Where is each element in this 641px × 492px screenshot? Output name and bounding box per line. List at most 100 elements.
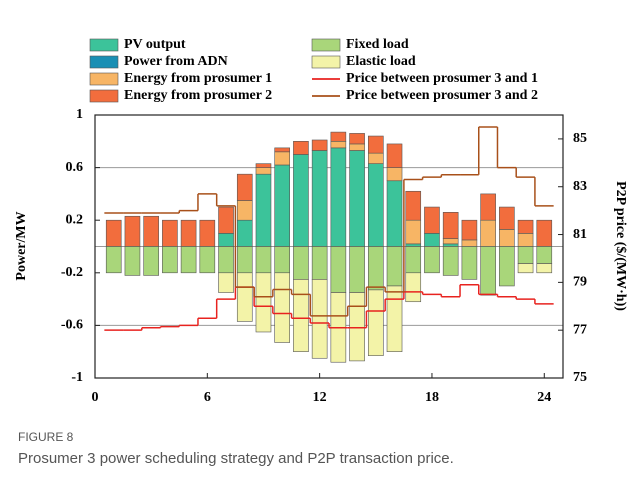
- bar-segment: [517, 246, 534, 264]
- bar-segment: [517, 233, 534, 247]
- bar-segment: [274, 246, 291, 274]
- bar-segment: [311, 279, 328, 359]
- y-tick-label: 1: [76, 107, 83, 122]
- bar-segment: [480, 246, 496, 296]
- bar-segment: [124, 246, 141, 276]
- x-tick-label: 0: [92, 390, 99, 405]
- bar-segment: [536, 219, 553, 247]
- bar-segment: [330, 141, 347, 149]
- bar-segment: [386, 143, 403, 168]
- bar-segment: [499, 206, 515, 230]
- bar-segment: [330, 147, 347, 247]
- bar-segment: [386, 246, 403, 287]
- bar-segment: [255, 272, 272, 333]
- bar-segment: [236, 200, 253, 221]
- bar-segment: [349, 133, 365, 145]
- legend-swatch: [311, 55, 341, 69]
- y2-tick-label: 77: [573, 322, 587, 337]
- bar-segment: [311, 150, 328, 247]
- bar-segment: [105, 246, 122, 274]
- bar-segment: [349, 292, 365, 362]
- x-tick-label: 6: [204, 390, 211, 405]
- y2-tick-label: 85: [573, 131, 587, 146]
- bar-segment: [442, 243, 459, 247]
- bar-segment: [330, 246, 347, 293]
- bar-segment: [517, 219, 534, 234]
- bar-segment: [274, 272, 291, 343]
- bar-segment: [367, 135, 384, 154]
- bar-segment: [162, 246, 178, 274]
- bar-segment: [367, 289, 384, 356]
- bar-segment: [442, 238, 459, 245]
- x-tick-label: 18: [425, 390, 439, 405]
- bar-segment: [367, 163, 384, 247]
- y-tick-label: -0.6: [61, 318, 83, 333]
- legend-swatch: [311, 38, 341, 52]
- bar-segment: [199, 219, 216, 247]
- y2-tick-label: 75: [573, 370, 587, 385]
- bar-segment: [442, 212, 459, 239]
- bar-segment: [536, 263, 553, 274]
- legend-label: Energy from prosumer 2: [124, 88, 272, 103]
- bar-segment: [180, 219, 197, 247]
- chart: Power/MW P2P price ($/(MW·h)) 1 0.6 0.2 -0.…: [14, 37, 628, 405]
- bar-segment: [405, 219, 422, 245]
- bar-segment: [349, 143, 365, 151]
- bar-segment: [461, 239, 478, 247]
- bar-segment: [405, 272, 422, 303]
- bar-segment: [311, 246, 328, 280]
- bar-segment: [236, 219, 253, 247]
- bar-segment: [442, 246, 459, 276]
- bar-segment: [461, 219, 478, 241]
- bar-segment: [367, 246, 384, 291]
- bar-segment: [405, 190, 422, 221]
- bar-segment: [311, 139, 328, 151]
- bar-segment: [386, 167, 403, 182]
- bar-segment: [218, 246, 234, 274]
- bar-segment: [499, 246, 515, 287]
- bar-segment: [480, 219, 496, 247]
- bar-segment: [199, 246, 216, 274]
- bar-segment: [180, 246, 197, 274]
- bar-segment: [517, 263, 534, 274]
- bar-segment: [293, 141, 309, 155]
- y2-axis-label: P2P price ($/(MW·h)): [613, 181, 628, 311]
- bar-segment: [349, 150, 365, 247]
- legend-label: Fixed load: [346, 37, 409, 52]
- bar-segment: [274, 147, 291, 153]
- y-tick-label: 0.6: [66, 160, 84, 175]
- bar-segment: [424, 206, 440, 234]
- bar-segment: [105, 219, 122, 247]
- legend-swatch: [89, 89, 119, 103]
- bar-segment: [162, 219, 178, 247]
- figure-caption: Prosumer 3 power scheduling strategy and…: [18, 450, 454, 467]
- bar-segment: [367, 152, 384, 164]
- bar-segment: [293, 246, 309, 280]
- bar-segment: [405, 243, 422, 247]
- bar-segment: [461, 246, 478, 280]
- legend-label: Power from ADN: [124, 54, 228, 69]
- legend-swatch: [89, 55, 119, 69]
- bar-segment: [424, 246, 440, 274]
- bar-segment: [499, 229, 515, 247]
- bar-segment: [405, 246, 422, 274]
- bar-segment: [293, 279, 309, 352]
- bar-segment: [349, 246, 365, 293]
- legend-label: Price between prosumer 3 and 2: [346, 88, 538, 103]
- y-tick-label: 0.2: [66, 212, 84, 227]
- plot-frame: [94, 114, 564, 379]
- bar-segment: [124, 215, 141, 247]
- bar-segment: [218, 233, 234, 247]
- x-tick-label: 12: [313, 390, 327, 405]
- legend-swatch: [89, 38, 119, 52]
- bar-segment: [536, 246, 553, 264]
- bar-segment: [274, 151, 291, 166]
- y-tick-label: -1: [71, 370, 83, 385]
- legend-label: Elastic load: [346, 54, 416, 69]
- legend-label: Price between prosumer 3 and 1: [346, 71, 538, 86]
- bar-segment: [218, 206, 234, 234]
- bar-segment: [218, 272, 234, 293]
- bar-segment: [330, 131, 347, 142]
- bar-segment: [386, 180, 403, 247]
